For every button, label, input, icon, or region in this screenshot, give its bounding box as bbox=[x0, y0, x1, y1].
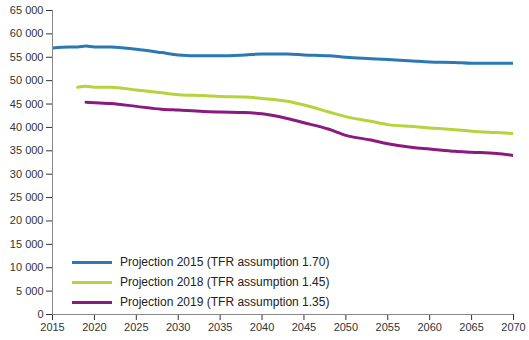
svg-text:2030: 2030 bbox=[166, 321, 190, 333]
svg-text:0: 0 bbox=[37, 308, 43, 320]
svg-text:2065: 2065 bbox=[459, 321, 483, 333]
svg-text:40 000: 40 000 bbox=[10, 121, 44, 133]
svg-text:60 000: 60 000 bbox=[10, 27, 44, 39]
svg-text:2015: 2015 bbox=[40, 321, 64, 333]
svg-text:45 000: 45 000 bbox=[10, 98, 44, 110]
svg-text:25 000: 25 000 bbox=[10, 191, 44, 203]
svg-text:20 000: 20 000 bbox=[10, 214, 44, 226]
svg-text:2070: 2070 bbox=[501, 321, 525, 333]
html-text:Projection 2018 (TFR assumptio: Projection 2018 (TFR assumption 1.45) bbox=[120, 275, 330, 289]
svg-text:2020: 2020 bbox=[82, 321, 106, 333]
svg-text:2045: 2045 bbox=[292, 321, 316, 333]
svg-text:5 000: 5 000 bbox=[16, 285, 44, 297]
svg-text:65 000: 65 000 bbox=[10, 4, 44, 16]
svg-text:30 000: 30 000 bbox=[10, 168, 44, 180]
html-text:Projection 2019 (TFR assumptio: Projection 2019 (TFR assumption 1.35) bbox=[120, 295, 330, 309]
svg-text:15 000: 15 000 bbox=[10, 238, 44, 250]
svg-text:2055: 2055 bbox=[376, 321, 400, 333]
svg-text:2040: 2040 bbox=[250, 321, 274, 333]
svg-text:35 000: 35 000 bbox=[10, 144, 44, 156]
svg-text:2060: 2060 bbox=[417, 321, 441, 333]
svg-text:2025: 2025 bbox=[124, 321, 148, 333]
svg-text:10 000: 10 000 bbox=[10, 261, 44, 273]
svg-text:2035: 2035 bbox=[208, 321, 232, 333]
svg-text:2050: 2050 bbox=[334, 321, 358, 333]
svg-text:50 000: 50 000 bbox=[10, 74, 44, 86]
html-text:Projection 2015 (TFR assumptio: Projection 2015 (TFR assumption 1.70) bbox=[120, 255, 330, 269]
svg-text:55 000: 55 000 bbox=[10, 51, 44, 63]
